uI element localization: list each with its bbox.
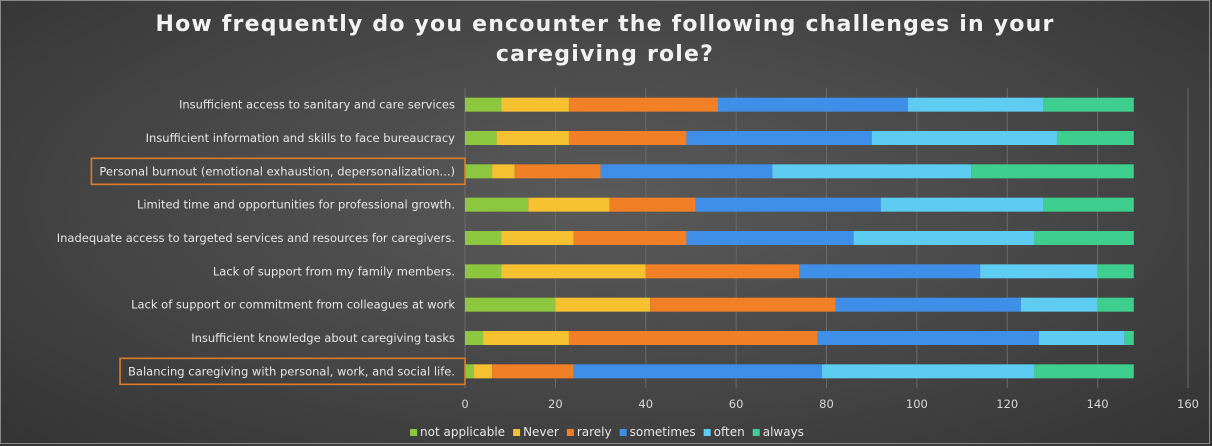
bar-segment-often	[880, 197, 1044, 212]
legend-swatch-rarely	[566, 429, 574, 436]
bar-segment-not-applicable	[465, 364, 475, 379]
bar-segment-rarely	[492, 364, 574, 379]
bar-segment-Never	[492, 164, 515, 179]
category-label-layer: Insufficient access to sanitary and care…	[57, 98, 466, 386]
bar-segment-sometimes	[573, 364, 822, 379]
x-tick-label: 60	[729, 397, 744, 411]
bar-segment-sometimes	[695, 197, 881, 212]
legend-label-not-applicable: not applicable	[420, 425, 505, 439]
x-tick-label: 40	[638, 397, 653, 411]
legend-label-Never: Never	[523, 425, 559, 439]
bar-segment-always	[1034, 231, 1134, 245]
category-highlight-box	[90, 157, 466, 186]
bar-segment-not-applicable	[465, 97, 502, 112]
legend-swatch-Never	[513, 429, 521, 436]
bar-segment-not-applicable	[465, 331, 484, 345]
bar-segment-often	[821, 364, 1035, 379]
bar-segment-Never	[501, 264, 646, 279]
bar-segment-rarely	[568, 131, 687, 145]
bar-segment-Never	[474, 364, 493, 379]
x-tick-label: 80	[819, 397, 834, 411]
category-highlight-box	[119, 357, 466, 386]
category-label: Insufficient knowledge about caregiving …	[191, 331, 455, 345]
bar-segment-not-applicable	[465, 231, 502, 245]
bar-segment-always	[1034, 364, 1134, 379]
legend-swatch-sometimes	[619, 429, 627, 436]
category-label: Balancing caregiving with personal, work…	[128, 364, 455, 378]
bar-segment-often	[1020, 297, 1098, 312]
bar-segment-always	[1097, 297, 1134, 312]
legend-label-sometimes: sometimes	[630, 425, 696, 439]
legend-swatch-often	[703, 429, 711, 436]
x-tick-label: 0	[461, 397, 468, 411]
bar-segment-Never	[496, 131, 569, 145]
bar-segment-Never	[528, 197, 610, 212]
chart-title: How frequently do you encounter the foll…	[155, 12, 1055, 67]
category-label: Insufficient information and skills to f…	[146, 131, 456, 145]
category-label: Inadequate access to targeted services a…	[57, 231, 455, 245]
bar-segment-often	[1038, 331, 1125, 345]
bar-segment-sometimes	[686, 131, 872, 145]
bar-segment-often	[772, 164, 972, 179]
bar-segment-rarely	[573, 231, 687, 245]
bar-segment-Never	[555, 297, 651, 312]
bar-segment-not-applicable	[465, 164, 493, 179]
x-tick-label: 120	[996, 397, 1018, 411]
bar-segment-often	[871, 131, 1057, 145]
bar-segment-not-applicable	[465, 197, 529, 212]
legend-swatch-always	[752, 429, 760, 436]
bar-segment-always	[1056, 131, 1134, 145]
bar-segment-sometimes	[835, 297, 1021, 312]
bar-segment-rarely	[645, 264, 800, 279]
legend-label-rarely: rarely	[577, 425, 612, 439]
bar-segment-always	[1097, 264, 1134, 279]
bar-segment-sometimes	[718, 97, 908, 112]
bar-segment-not-applicable	[465, 264, 502, 279]
bar-segment-Never	[483, 331, 569, 345]
category-label: Lack of support or commitment from colle…	[131, 298, 455, 312]
bar-segment-often	[853, 231, 1035, 245]
bar-segment-Never	[501, 97, 569, 112]
bar-segment-always	[1043, 97, 1134, 112]
bar-segment-often	[980, 264, 1098, 279]
bar-segment-rarely	[568, 97, 719, 112]
x-tick-label: 100	[906, 397, 928, 411]
bar-segment-rarely	[568, 331, 818, 345]
bar-segment-rarely	[650, 297, 836, 312]
x-axis-tick-layer: 0 20 40 60 80 100 120 140 160	[461, 397, 1199, 411]
bar-segment-often	[907, 97, 1044, 112]
category-label: Limited time and opportunities for profe…	[137, 198, 455, 212]
bar-segment-not-applicable	[465, 131, 497, 145]
bar-segment-always	[1124, 331, 1134, 345]
x-tick-label: 140	[1087, 397, 1109, 411]
bar-layer	[465, 97, 1134, 379]
bar-segment-sometimes	[600, 164, 773, 179]
x-tick-label: 160	[1177, 397, 1199, 411]
legend-swatch-not-applicable	[410, 429, 418, 436]
bar-segment-sometimes	[686, 231, 854, 245]
bar-segment-not-applicable	[465, 297, 556, 312]
bar-segment-rarely	[609, 197, 696, 212]
category-label: Insufficient access to sanitary and care…	[179, 98, 455, 112]
bar-segment-rarely	[514, 164, 601, 179]
category-label: Personal burnout (emotional exhaustion, …	[99, 164, 455, 178]
bar-segment-sometimes	[799, 264, 981, 279]
category-label: Lack of support from my family members.	[213, 264, 455, 278]
x-tick-label: 20	[548, 397, 563, 411]
legend: not applicable Never rarely sometimes often a…	[410, 425, 804, 439]
bar-segment-always	[1043, 197, 1134, 212]
bar-segment-sometimes	[817, 331, 1039, 345]
legend-label-always: always	[763, 425, 804, 439]
bar-segment-Never	[501, 231, 574, 245]
bar-segment-always	[971, 164, 1134, 179]
legend-label-often: often	[714, 425, 745, 439]
